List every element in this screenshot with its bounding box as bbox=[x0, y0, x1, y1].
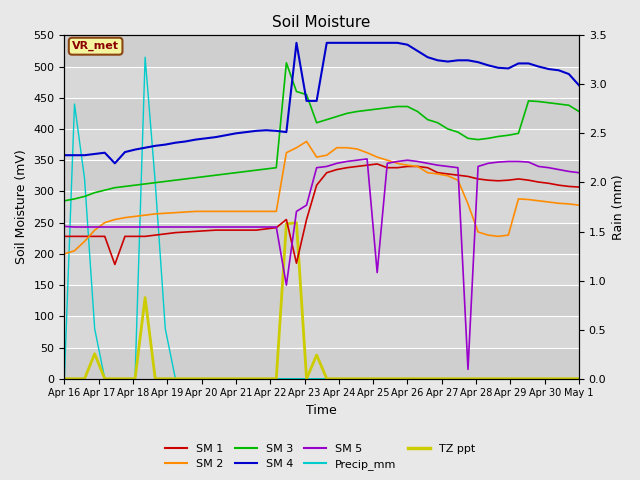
SM 4 bbox=[353, 40, 361, 46]
SM 4 bbox=[61, 152, 68, 158]
SM 3 bbox=[101, 187, 109, 193]
SM 3 bbox=[545, 100, 552, 106]
TZ ppt bbox=[313, 352, 321, 358]
SM 5 bbox=[404, 157, 412, 163]
SM 1 bbox=[101, 233, 109, 239]
Bar bbox=[65, 98, 579, 129]
Precip_mm bbox=[61, 376, 68, 382]
TZ ppt bbox=[404, 376, 412, 382]
SM 5 bbox=[464, 366, 472, 372]
SM 2 bbox=[383, 157, 391, 163]
SM 1 bbox=[343, 165, 351, 170]
SM 4 bbox=[101, 150, 109, 156]
TZ ppt bbox=[61, 376, 68, 382]
Line: SM 2: SM 2 bbox=[65, 142, 579, 254]
Line: SM 3: SM 3 bbox=[65, 63, 579, 201]
TZ ppt bbox=[545, 376, 552, 382]
SM 5 bbox=[333, 160, 340, 166]
Precip_mm bbox=[313, 376, 321, 382]
SM 2 bbox=[242, 208, 250, 214]
SM 3 bbox=[575, 108, 583, 114]
SM 4 bbox=[323, 40, 331, 46]
Bar bbox=[65, 223, 579, 254]
TZ ppt bbox=[292, 220, 300, 226]
SM 3 bbox=[282, 60, 290, 66]
Line: SM 5: SM 5 bbox=[65, 159, 579, 369]
Line: SM 1: SM 1 bbox=[65, 164, 579, 264]
TZ ppt bbox=[242, 376, 250, 382]
Y-axis label: Rain (mm): Rain (mm) bbox=[612, 174, 625, 240]
SM 3 bbox=[313, 120, 321, 126]
SM 2 bbox=[101, 220, 109, 226]
Precip_mm bbox=[101, 376, 109, 382]
Bar bbox=[65, 285, 579, 316]
SM 2 bbox=[575, 202, 583, 208]
TZ ppt bbox=[101, 376, 109, 382]
Line: SM 4: SM 4 bbox=[65, 43, 579, 163]
SM 2 bbox=[61, 251, 68, 257]
Bar bbox=[65, 160, 579, 192]
SM 5 bbox=[364, 156, 371, 162]
Bar bbox=[65, 348, 579, 379]
SM 5 bbox=[101, 224, 109, 230]
SM 2 bbox=[303, 139, 310, 144]
Title: Soil Moisture: Soil Moisture bbox=[273, 15, 371, 30]
SM 5 bbox=[303, 202, 310, 208]
SM 4 bbox=[413, 48, 421, 54]
SM 1 bbox=[313, 182, 321, 188]
Precip_mm bbox=[383, 376, 391, 382]
Bar bbox=[65, 36, 579, 67]
SM 5 bbox=[61, 224, 68, 229]
SM 4 bbox=[111, 160, 118, 166]
SM 4 bbox=[292, 40, 300, 46]
SM 3 bbox=[242, 168, 250, 174]
Precip_mm bbox=[545, 376, 552, 382]
Precip_mm bbox=[404, 376, 412, 382]
Line: TZ ppt: TZ ppt bbox=[65, 223, 579, 379]
SM 3 bbox=[383, 105, 391, 110]
SM 3 bbox=[61, 198, 68, 204]
Line: Precip_mm: Precip_mm bbox=[65, 57, 579, 379]
SM 1 bbox=[394, 165, 401, 170]
SM 1 bbox=[413, 164, 421, 169]
Precip_mm bbox=[141, 54, 149, 60]
SM 1 bbox=[61, 233, 68, 239]
SM 1 bbox=[111, 262, 118, 267]
Legend: SM 1, SM 2, SM 3, SM 4, SM 5, Precip_mm, TZ ppt: SM 1, SM 2, SM 3, SM 4, SM 5, Precip_mm,… bbox=[161, 439, 479, 474]
SM 1 bbox=[252, 227, 260, 233]
TZ ppt bbox=[575, 376, 583, 382]
Precip_mm bbox=[575, 376, 583, 382]
SM 4 bbox=[252, 128, 260, 134]
X-axis label: Time: Time bbox=[307, 404, 337, 417]
SM 4 bbox=[575, 83, 583, 88]
SM 1 bbox=[575, 184, 583, 190]
SM 5 bbox=[383, 160, 391, 166]
SM 2 bbox=[404, 162, 412, 168]
SM 3 bbox=[404, 104, 412, 109]
TZ ppt bbox=[383, 376, 391, 382]
SM 1 bbox=[373, 161, 381, 167]
SM 5 bbox=[242, 224, 250, 230]
Y-axis label: Soil Moisture (mV): Soil Moisture (mV) bbox=[15, 150, 28, 264]
SM 5 bbox=[575, 170, 583, 176]
SM 4 bbox=[394, 40, 401, 46]
SM 2 bbox=[313, 154, 321, 160]
Precip_mm bbox=[252, 376, 260, 382]
Text: VR_met: VR_met bbox=[72, 41, 119, 51]
SM 2 bbox=[545, 199, 552, 205]
